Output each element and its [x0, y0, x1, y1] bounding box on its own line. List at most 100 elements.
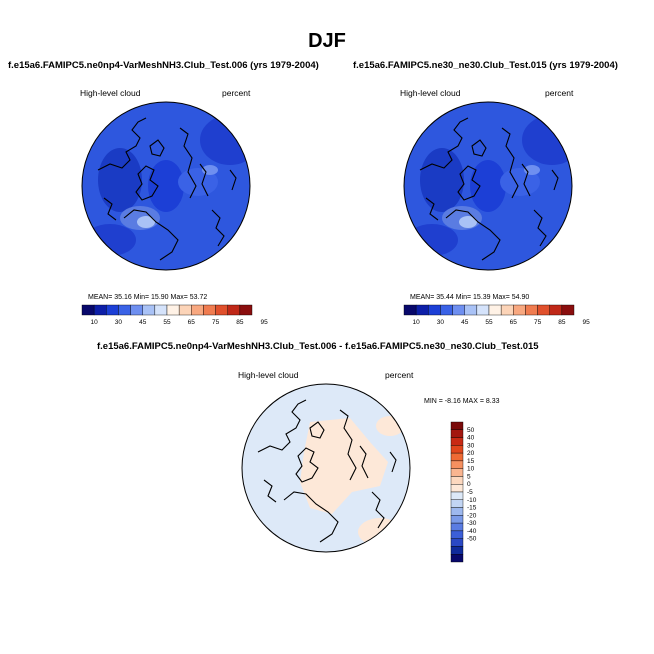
- colorbar-tick-label: 55: [163, 319, 171, 326]
- field-patch-dark: [98, 148, 142, 212]
- panel-2-field-label: High-level cloud: [400, 88, 461, 98]
- field-patch-dark: [522, 115, 572, 165]
- colorbar-swatch: [450, 538, 464, 547]
- colorbar-tick-label: 40: [467, 435, 475, 442]
- colorbar-swatch: [500, 304, 514, 316]
- colorbar-swatch: [450, 429, 464, 438]
- colorbar-swatch: [450, 476, 464, 485]
- colorbar-swatch: [450, 515, 464, 524]
- panel-1-stats: MEAN= 35.16 Min= 15.90 Max= 53.72: [88, 294, 208, 301]
- panel-3-stats: MIN = -8.16 MAX = 8.33: [424, 398, 500, 405]
- colorbar-swatch: [450, 421, 464, 430]
- field-patch-positive: [300, 418, 388, 514]
- colorbar-swatch: [450, 452, 464, 462]
- colorbar-swatch: [203, 304, 216, 316]
- colorbar-swatch: [561, 304, 575, 316]
- panel-2-units-label: percent: [545, 88, 574, 98]
- colorbar-swatch: [450, 522, 464, 532]
- field-patch-lightest: [459, 216, 477, 228]
- coastline: [309, 421, 325, 439]
- field-patch-positive: [376, 416, 404, 436]
- coastline: [229, 169, 237, 191]
- colorbar-swatch: [450, 484, 464, 493]
- colorbar-swatch: [450, 445, 464, 454]
- colorbar-tick-label: 15: [467, 458, 475, 465]
- coastline: [445, 209, 501, 261]
- coastline: [263, 479, 277, 503]
- colorbar-swatch: [537, 304, 550, 316]
- colorbar-swatch: [450, 468, 464, 477]
- colorbar-swatch: [450, 546, 464, 555]
- colorbar-swatch: [513, 304, 526, 316]
- map-border: [81, 101, 251, 271]
- colorbar-tick-label: 65: [188, 319, 196, 326]
- colorbar-swatch: [142, 304, 156, 316]
- colorbar-tick-label: 10: [467, 466, 475, 473]
- colorbar-swatch: [166, 304, 180, 316]
- colorbar-swatch: [464, 304, 478, 316]
- field-patch-dark: [84, 224, 136, 256]
- coastline: [501, 127, 519, 199]
- panel-2-polar-map: [403, 101, 573, 271]
- colorbar-tick-label: 45: [139, 319, 147, 326]
- panel-1-colorbar: 10 30 45 55 65 75 85 95: [81, 304, 268, 326]
- coastline: [283, 491, 339, 543]
- colorbar-tick-label: 10: [413, 319, 421, 326]
- colorbar-swatch: [239, 304, 253, 316]
- field-patch-dark: [420, 148, 464, 212]
- colorbar-tick-label: 95: [261, 319, 269, 326]
- colorbar-tick-label: 45: [461, 319, 469, 326]
- colorbar-swatch: [525, 304, 538, 316]
- map-field: [82, 102, 250, 270]
- colorbar-swatch: [428, 304, 441, 316]
- panel-3-title: f.e15a6.FAMIPC5.ne0np4-VarMeshNH3.Club_T…: [97, 341, 539, 352]
- colorbar-swatch: [450, 499, 464, 508]
- colorbar-swatch: [191, 304, 204, 316]
- coastline: [211, 209, 225, 247]
- colorbar-tick-label: 30: [437, 319, 445, 326]
- map-border: [403, 101, 573, 271]
- map-field: [242, 384, 410, 552]
- coastline: [257, 399, 307, 453]
- colorbar-tick-label: -50: [467, 536, 477, 543]
- field-patch-dark: [470, 160, 506, 212]
- panel-3-polar-map: [241, 383, 411, 553]
- coastline: [551, 169, 559, 191]
- panel-1-field-label: High-level cloud: [80, 88, 141, 98]
- field-patch-dark: [148, 160, 184, 212]
- panel-2-colorbar: 10 30 45 55 65 75 85 95: [403, 304, 590, 326]
- colorbar-tick-label: -5: [467, 489, 473, 496]
- colorbar-swatch: [549, 304, 563, 316]
- figure-title: DJF: [308, 30, 346, 52]
- coastline: [457, 165, 481, 201]
- field-patch-dark: [406, 224, 458, 256]
- field-patch-dark: [200, 115, 250, 165]
- colorbar-swatch: [450, 460, 464, 469]
- map-field: [404, 102, 572, 270]
- coastline: [359, 445, 369, 479]
- coastline: [521, 163, 531, 197]
- colorbar-tick-label: 85: [558, 319, 566, 326]
- colorbar-swatch: [106, 304, 119, 316]
- coastline: [149, 139, 165, 157]
- colorbar-swatch: [440, 304, 453, 316]
- colorbar-swatch: [452, 304, 465, 316]
- colorbar-swatch: [118, 304, 131, 316]
- colorbar-swatch: [415, 304, 429, 316]
- colorbar-tick-label: -30: [467, 520, 477, 527]
- colorbar-tick-label: 5: [467, 473, 471, 480]
- coastline: [199, 163, 209, 197]
- coastline: [97, 117, 147, 171]
- colorbar-swatch: [130, 304, 143, 316]
- panel-3-units-label: percent: [385, 370, 414, 380]
- coastline: [295, 447, 319, 483]
- colorbar-tick-label: 95: [583, 319, 591, 326]
- colorbar-tick-label: 10: [91, 319, 99, 326]
- field-patch-medium: [500, 168, 540, 196]
- coastline: [179, 127, 197, 199]
- panel-1-polar-map: [81, 101, 251, 271]
- colorbar-tick-label: 50: [467, 427, 475, 434]
- coastline: [419, 117, 469, 171]
- panel-2-stats: MEAN= 35.44 Min= 15.39 Max= 54.90: [410, 294, 530, 301]
- colorbar-tick-label: -10: [467, 497, 477, 504]
